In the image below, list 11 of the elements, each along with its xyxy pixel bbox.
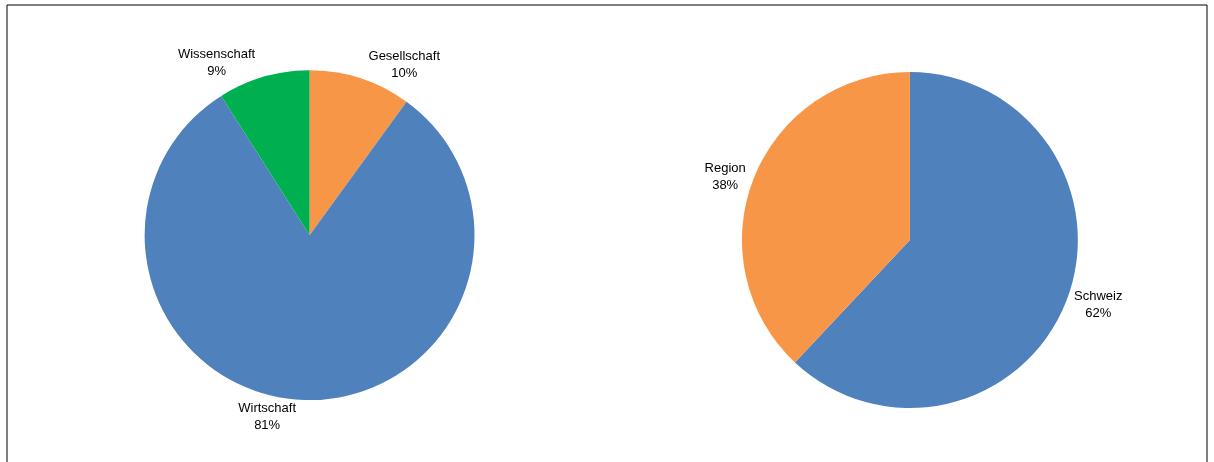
pie-slice: [144, 95, 475, 401]
slice-label: Region: [704, 160, 746, 176]
slice-label: Wissenschaft: [177, 46, 256, 62]
data-label: 81%: [254, 416, 281, 432]
slice-label: Gesellschaft: [368, 47, 441, 63]
data-label: 38%: [712, 176, 739, 192]
data-label: 62%: [1085, 304, 1112, 320]
data-label: 10%: [391, 64, 418, 80]
data-label: 9%: [207, 63, 227, 79]
slice-label: Schweiz: [1074, 288, 1123, 304]
slice-label: Wirtschaft: [238, 399, 297, 415]
